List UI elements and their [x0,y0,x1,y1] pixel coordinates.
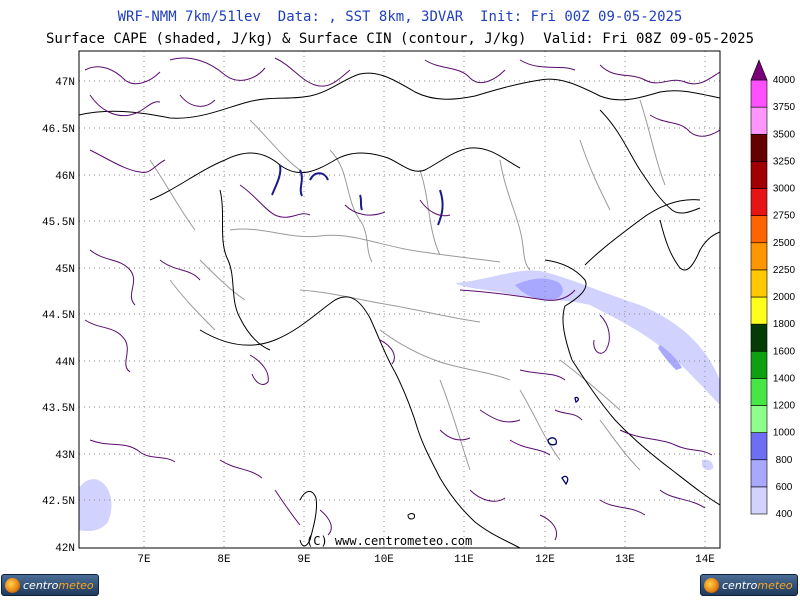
lat-label: 45.5N [42,217,75,229]
colorbar-box [750,432,768,461]
colorbar-box [750,79,768,108]
colorbar-box [750,161,768,189]
colorbar-box [750,242,768,271]
lake-maggiore [271,164,282,196]
globe-icon [5,577,20,593]
colorbar-label: 1000 [773,428,796,439]
cape-plume-adriatic [455,270,720,405]
colorbar-box [750,296,768,325]
colorbar-box [750,133,768,162]
chart-subtitle: Surface CAPE (shaded, J/kg) & Surface CI… [45,31,754,47]
lake-garda [437,189,444,226]
chart-title: WRF-NMM 7km/51lev Data: , SST 8km, 3DVAR… [117,9,683,25]
venetian-coast [584,199,701,266]
colorbar-label: 1400 [773,373,796,384]
centrometeo-logo-right[interactable]: centrometeo [700,574,798,596]
colorbar-label: 400 [776,509,793,520]
lat-label: 47N [55,77,75,89]
cape-plume-east [658,345,682,370]
ligurian-coast [199,296,396,373]
lon-label: 14E [695,554,715,566]
colorbar-label: 3500 [773,129,796,140]
adriatic-coast-south [571,359,720,506]
colorbar-label: 3250 [773,156,796,167]
lake-como [299,169,329,197]
lon-label: 11E [454,554,474,566]
french-italian-border [219,189,271,351]
colorbar-label: 2500 [773,238,796,249]
colorbar-label: 1600 [773,346,796,357]
lat-label: 43N [55,450,75,462]
lat-label: 44N [55,357,75,369]
lat-lon-grid [79,51,720,548]
adriatic-coast-north [544,259,587,361]
slovenian-border [599,109,701,214]
colorbar-label: 3000 [773,184,796,195]
lat-label: 46.5N [42,124,75,136]
lon-label: 8E [217,554,231,566]
colorbar-box [750,378,768,406]
regional-borders [149,99,666,471]
copyright-text: (C) www.centrometeo.com [306,534,473,548]
lakes [271,164,444,226]
logo-text: centrometeo [722,578,793,592]
swiss-italian-border [149,147,521,201]
cin-contours [84,57,720,541]
colorbar-label: 2000 [773,292,796,303]
map-frame [78,50,721,549]
lon-label: 12E [535,554,555,566]
latitude-labels: 47N 46.5N 46N 45.5N 45N 44.5N 44N 43.5N … [42,77,75,555]
cape-shading [79,270,720,532]
lat-label: 42.5N [42,496,75,508]
colorbar-box [750,106,768,135]
globe-icon [704,577,719,593]
colorbar-label: 3750 [773,102,796,113]
colorbar-box [750,323,768,352]
lon-label: 13E [615,554,635,566]
lat-label: 46N [55,171,75,183]
colorbar-box [750,459,768,488]
cape-small-east [702,459,714,471]
logo-text: centrometeo [23,578,94,592]
lon-label: 10E [374,554,394,566]
colorbar-boxes [750,59,768,515]
lon-label: 7E [137,554,151,566]
colorbar-box [750,215,768,244]
colorbar-arrow [750,59,768,81]
lake-iseo [359,194,363,211]
corsica-north [299,491,317,547]
colorbar-label: 600 [776,482,793,493]
lon-label: 9E [297,554,311,566]
cape-sw-corner [79,479,112,532]
lat-label: 45N [55,264,75,276]
tyrrhenian-coast [394,371,521,548]
lat-label: 43.5N [42,403,75,415]
elba-island [407,513,415,520]
lat-label: 44.5N [42,310,75,322]
colorbar-labels: 400 600 800 1000 1200 1400 1600 1800 2000 2250 250… [773,75,796,520]
colorbar-box [750,188,768,216]
cin-small-features [547,396,579,486]
colorbar-label: 1800 [773,319,796,330]
colorbar-label: 800 [776,455,793,466]
colorbar-box [750,405,768,433]
lat-label: 42N [55,543,75,555]
cape-plume-core [515,278,563,301]
centrometeo-logo-left[interactable]: centrometeo [1,574,99,596]
colorbar-box [750,269,768,298]
colorbar-box [750,350,768,379]
longitude-labels: 7E 8E 9E 10E 11E 12E 13E 14E [137,554,715,566]
colorbar-label: 2750 [773,211,796,222]
coastlines-borders [79,72,720,548]
alpine-border [79,72,720,119]
istria-coast [659,219,720,271]
colorbar-label: 2250 [773,265,796,276]
colorbar-box [750,486,768,515]
colorbar-label: 4000 [773,75,796,86]
colorbar-label: 1200 [773,401,796,412]
